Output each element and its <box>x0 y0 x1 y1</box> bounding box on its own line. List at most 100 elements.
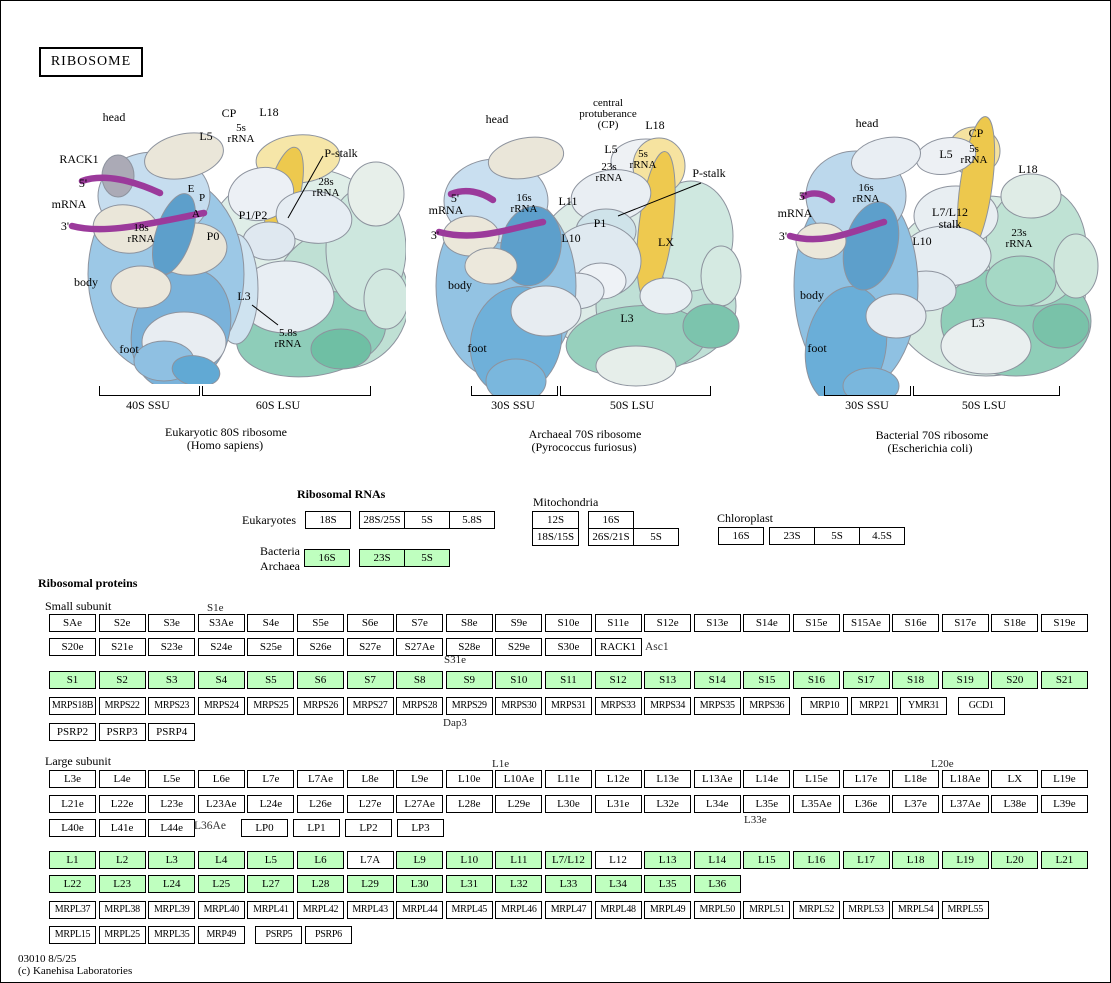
protein-box[interactable]: L6 <box>296 851 344 869</box>
protein-box[interactable]: S20 <box>991 671 1039 689</box>
protein-box[interactable]: L12e <box>594 770 642 788</box>
protein-box[interactable]: S3 <box>148 671 196 689</box>
protein-box[interactable]: L10e <box>445 770 493 788</box>
protein-box[interactable]: L11 <box>495 851 543 869</box>
protein-box[interactable]: MRPL15 <box>49 926 96 944</box>
protein-box[interactable]: L40e <box>49 819 96 837</box>
rna-box[interactable]: 26S/21S <box>588 528 634 546</box>
protein-box[interactable]: L25 <box>197 875 245 893</box>
rna-box[interactable]: 28S/25S <box>359 511 405 529</box>
protein-box[interactable]: LP1 <box>293 819 340 837</box>
protein-box[interactable]: L35e <box>743 795 791 813</box>
protein-box[interactable]: MRPL38 <box>98 901 146 919</box>
protein-box[interactable]: S8 <box>396 671 444 689</box>
protein-box[interactable]: L13Ae <box>693 770 741 788</box>
protein-box[interactable]: MRPS22 <box>98 697 146 715</box>
protein-box[interactable]: L41e <box>98 819 146 837</box>
protein-box[interactable]: L7A <box>346 851 394 869</box>
protein-box[interactable]: L15e <box>792 770 840 788</box>
protein-box[interactable]: MRPL50 <box>693 901 741 919</box>
protein-box[interactable]: S16 <box>792 671 840 689</box>
protein-box[interactable]: MRPS29 <box>445 697 493 715</box>
rna-box-chloro-16s[interactable]: 16S <box>718 527 764 545</box>
protein-box[interactable]: L17e <box>842 770 890 788</box>
protein-box[interactable]: MRPL49 <box>644 901 692 919</box>
protein-box[interactable]: S2 <box>98 671 146 689</box>
protein-box[interactable]: L27Ae <box>396 795 444 813</box>
rna-box[interactable]: 5S <box>633 528 679 546</box>
rna-box[interactable]: 5S <box>404 549 450 567</box>
protein-box[interactable]: L13e <box>644 770 692 788</box>
protein-box[interactable]: L2 <box>98 851 146 869</box>
protein-box[interactable]: MRPL48 <box>594 901 642 919</box>
protein-box[interactable]: GCD1 <box>957 697 1005 715</box>
rna-box-16s[interactable]: 16S <box>304 549 350 567</box>
protein-box[interactable]: L44e <box>148 819 196 837</box>
rna-box[interactable]: 23S <box>769 527 815 545</box>
rna-box-18s15s[interactable]: 18S/15S <box>532 528 579 546</box>
rna-box-mito-16s[interactable]: 16S <box>588 511 634 529</box>
protein-box[interactable]: S14e <box>743 614 791 632</box>
protein-box[interactable]: MRPS26 <box>296 697 344 715</box>
protein-box[interactable]: L29 <box>346 875 394 893</box>
protein-box[interactable]: L31e <box>594 795 642 813</box>
protein-box[interactable]: MRPS30 <box>495 697 543 715</box>
protein-box[interactable]: MRPL54 <box>892 901 940 919</box>
protein-box[interactable]: L1 <box>49 851 96 869</box>
protein-box[interactable]: L33 <box>544 875 592 893</box>
protein-box[interactable]: L24e <box>247 795 295 813</box>
protein-box[interactable]: L18e <box>892 770 940 788</box>
protein-box[interactable]: MRPL46 <box>495 901 543 919</box>
protein-box[interactable]: S28e <box>445 638 493 656</box>
rna-box-12s[interactable]: 12S <box>532 511 579 529</box>
protein-box[interactable]: S3Ae <box>197 614 245 632</box>
protein-box[interactable]: L21 <box>1040 851 1088 869</box>
protein-box[interactable]: L10 <box>445 851 493 869</box>
protein-box[interactable]: S10e <box>544 614 592 632</box>
protein-box[interactable]: S5 <box>247 671 295 689</box>
protein-box[interactable]: L27 <box>247 875 295 893</box>
protein-box[interactable]: S10 <box>495 671 543 689</box>
rna-box[interactable]: 5S <box>404 511 450 529</box>
protein-box[interactable]: S9e <box>495 614 543 632</box>
protein-box[interactable]: S26e <box>296 638 344 656</box>
protein-box[interactable]: L20 <box>991 851 1039 869</box>
protein-box[interactable]: S3e <box>148 614 196 632</box>
protein-box[interactable]: L6e <box>197 770 245 788</box>
rna-box-18s[interactable]: 18S <box>305 511 351 529</box>
protein-box[interactable]: L18Ae <box>941 770 989 788</box>
protein-box[interactable]: MRPL37 <box>49 901 96 919</box>
protein-box[interactable]: MRPS18B <box>49 697 96 715</box>
protein-box[interactable]: MRPL53 <box>842 901 890 919</box>
protein-box[interactable]: S7 <box>346 671 394 689</box>
protein-box[interactable]: L39e <box>1040 795 1088 813</box>
protein-box[interactable]: L4 <box>197 851 245 869</box>
protein-box[interactable]: LP2 <box>345 819 392 837</box>
protein-box[interactable]: L3 <box>148 851 196 869</box>
protein-box[interactable]: PSRP6 <box>304 926 352 944</box>
protein-box[interactable]: MRPS34 <box>644 697 692 715</box>
protein-box[interactable]: S12 <box>594 671 642 689</box>
protein-box[interactable]: MRP49 <box>197 926 245 944</box>
protein-box[interactable]: S8e <box>445 614 493 632</box>
protein-box[interactable]: L5 <box>247 851 295 869</box>
protein-box[interactable]: L22 <box>49 875 96 893</box>
protein-box[interactable]: MRPS23 <box>148 697 196 715</box>
protein-box[interactable]: L26e <box>296 795 344 813</box>
protein-box[interactable]: L21e <box>49 795 96 813</box>
protein-box[interactable]: S18e <box>991 614 1039 632</box>
protein-box[interactable]: MRPL41 <box>247 901 295 919</box>
rna-box[interactable]: 4.5S <box>859 527 905 545</box>
protein-box[interactable]: MRPL43 <box>346 901 394 919</box>
protein-box[interactable]: S24e <box>197 638 245 656</box>
protein-box[interactable]: MRPS28 <box>396 697 444 715</box>
protein-box[interactable]: L3e <box>49 770 96 788</box>
protein-box[interactable]: L36e <box>842 795 890 813</box>
protein-box[interactable]: PSRP5 <box>255 926 303 944</box>
protein-box[interactable]: S25e <box>247 638 295 656</box>
protein-box[interactable]: L7/L12 <box>544 851 592 869</box>
protein-box[interactable]: PSRP3 <box>98 723 146 741</box>
protein-box[interactable]: S15 <box>743 671 791 689</box>
protein-box[interactable]: S4e <box>247 614 295 632</box>
protein-box[interactable]: L22e <box>98 795 146 813</box>
